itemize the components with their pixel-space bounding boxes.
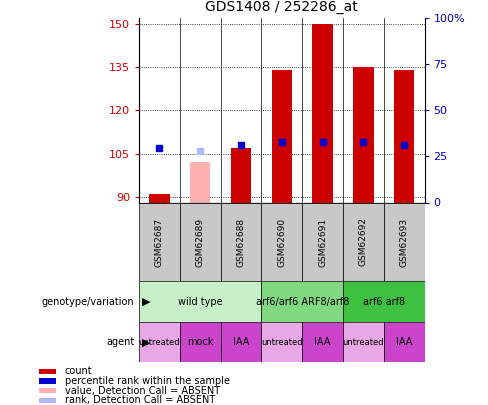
Text: ▶: ▶	[142, 337, 150, 347]
Text: GSM62693: GSM62693	[400, 217, 408, 266]
FancyBboxPatch shape	[139, 281, 262, 322]
Bar	[353, 67, 374, 202]
FancyBboxPatch shape	[262, 202, 302, 281]
Text: untreated: untreated	[261, 338, 303, 347]
Bar	[312, 24, 333, 202]
FancyBboxPatch shape	[180, 322, 221, 362]
Bar	[394, 70, 414, 202]
Text: GSM62691: GSM62691	[318, 217, 327, 266]
Text: untreated: untreated	[343, 338, 384, 347]
FancyBboxPatch shape	[221, 202, 262, 281]
FancyBboxPatch shape	[221, 322, 262, 362]
Bar	[231, 148, 251, 202]
FancyBboxPatch shape	[302, 202, 343, 281]
Text: arf6 arf8: arf6 arf8	[363, 297, 405, 307]
Text: IAA: IAA	[314, 337, 331, 347]
Text: percentile rank within the sample: percentile rank within the sample	[65, 376, 230, 386]
FancyBboxPatch shape	[139, 202, 180, 281]
FancyBboxPatch shape	[139, 322, 180, 362]
Text: GSM62690: GSM62690	[277, 217, 286, 266]
Text: mock: mock	[187, 337, 213, 347]
Text: ▶: ▶	[142, 297, 150, 307]
Text: GSM62688: GSM62688	[237, 217, 245, 266]
Text: genotype/variation: genotype/variation	[41, 297, 134, 307]
Bar	[149, 194, 170, 202]
Bar	[39, 388, 56, 393]
Text: IAA: IAA	[396, 337, 412, 347]
Bar	[272, 70, 292, 202]
Bar	[190, 162, 210, 202]
Text: GSM62687: GSM62687	[155, 217, 164, 266]
Text: GSM62692: GSM62692	[359, 217, 368, 266]
Text: rank, Detection Call = ABSENT: rank, Detection Call = ABSENT	[65, 395, 215, 405]
Text: IAA: IAA	[233, 337, 249, 347]
Title: GDS1408 / 252286_at: GDS1408 / 252286_at	[205, 0, 358, 15]
Text: untreated: untreated	[139, 338, 180, 347]
FancyBboxPatch shape	[343, 202, 384, 281]
Text: agent: agent	[106, 337, 134, 347]
FancyBboxPatch shape	[343, 281, 425, 322]
Text: wild type: wild type	[178, 297, 223, 307]
Bar	[39, 378, 56, 384]
FancyBboxPatch shape	[384, 322, 425, 362]
Text: GSM62689: GSM62689	[196, 217, 205, 266]
FancyBboxPatch shape	[262, 322, 302, 362]
FancyBboxPatch shape	[302, 322, 343, 362]
Bar	[39, 369, 56, 374]
FancyBboxPatch shape	[262, 281, 343, 322]
Text: value, Detection Call = ABSENT: value, Detection Call = ABSENT	[65, 386, 220, 396]
FancyBboxPatch shape	[180, 202, 221, 281]
Bar	[39, 398, 56, 403]
FancyBboxPatch shape	[384, 202, 425, 281]
Text: count: count	[65, 367, 93, 376]
FancyBboxPatch shape	[343, 322, 384, 362]
Text: arf6/arf6 ARF8/arf8: arf6/arf6 ARF8/arf8	[256, 297, 349, 307]
